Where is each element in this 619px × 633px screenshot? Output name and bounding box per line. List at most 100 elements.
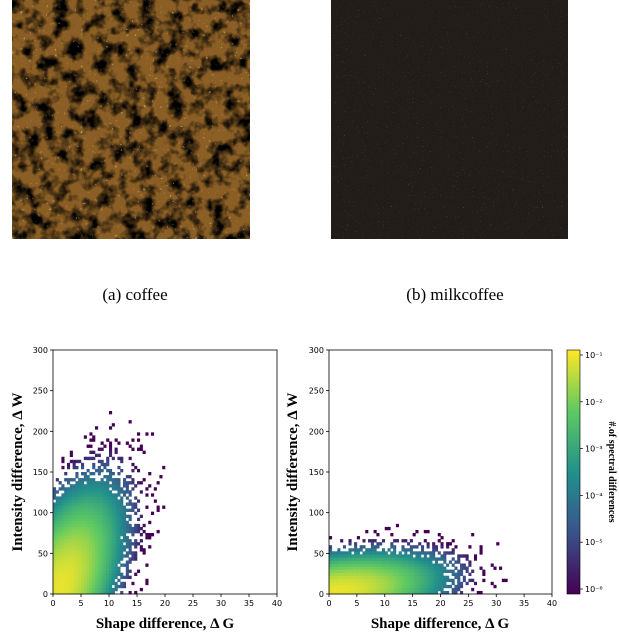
heatmap-cell (329, 578, 333, 583)
heatmap-cell (387, 554, 391, 558)
heatmap-cell (351, 563, 355, 567)
heatmap-cell (114, 539, 118, 543)
heatmap-cell (125, 551, 129, 555)
heatmap-cell (103, 533, 107, 537)
heatmap-cell (354, 566, 358, 570)
heatmap-cell (81, 462, 85, 467)
heatmap-cell (100, 499, 104, 503)
heatmap-cell (420, 587, 425, 592)
heatmap-cell (114, 505, 118, 509)
heatmap-cell (72, 584, 76, 589)
heatmap-cell (426, 563, 430, 567)
heatmap-cell (114, 566, 118, 570)
heatmap-cell (53, 551, 57, 555)
heatmap-cell (131, 481, 135, 485)
heatmap-cell (100, 575, 104, 580)
heatmap-cell (418, 563, 422, 567)
heatmap-cell (354, 581, 358, 586)
heatmap-cell (89, 490, 93, 494)
heatmap-cell (86, 545, 90, 549)
heatmap-cell (329, 584, 333, 589)
heatmap-cell (131, 447, 135, 451)
heatmap-cell (97, 575, 101, 580)
heatmap-cell (145, 563, 149, 567)
heatmap-cell (120, 502, 124, 506)
heatmap-cell (373, 563, 377, 567)
heatmap-cell (496, 542, 500, 546)
heatmap-cell (370, 566, 374, 570)
heatmap-cell (123, 517, 127, 522)
heatmap-cell (55, 578, 59, 583)
heatmap-cell (111, 496, 115, 500)
heatmap-cell (83, 490, 87, 494)
x-axis-title-milkcoffee: Shape difference, Δ G (371, 616, 510, 632)
heatmap-cell (429, 563, 433, 567)
heatmap-cell (55, 575, 59, 580)
heatmap-cell (418, 551, 422, 555)
heatmap-cell (381, 551, 386, 555)
heatmap-cell (362, 539, 366, 543)
heatmap-cell (368, 578, 372, 583)
heatmap-cell (468, 572, 472, 576)
heatmap-cell (78, 542, 82, 546)
heatmap-cell (92, 581, 96, 586)
heatmap-cell (106, 575, 110, 580)
heatmap-cell (92, 557, 96, 561)
heatmap-cell (390, 551, 394, 555)
heatmap-cell (460, 563, 464, 567)
heatmap-cell (100, 508, 104, 512)
heatmap-cell (337, 566, 341, 570)
y-tick-label: 100 (33, 509, 48, 518)
heatmap-cell (106, 468, 110, 473)
heatmap-cell (97, 533, 101, 537)
heatmap-cell (398, 554, 402, 558)
heatmap-cell (86, 557, 90, 561)
heatmap-cell (109, 572, 113, 576)
heatmap-cell (390, 569, 394, 573)
heatmap-cell (61, 542, 65, 546)
heatmap-cell (365, 569, 369, 573)
heatmap-cell (78, 478, 82, 482)
heatmap-cell (329, 560, 333, 564)
heatmap-cell (78, 581, 82, 586)
heatmap-cell (86, 526, 90, 531)
heatmap-cell (97, 545, 101, 549)
heatmap-cell (86, 551, 90, 555)
heatmap-cell (384, 578, 388, 583)
heatmap-cell (69, 499, 73, 503)
heatmap-cell (128, 548, 132, 552)
heatmap-cell (83, 533, 87, 537)
heatmap-cell (437, 533, 441, 537)
heatmap-cell (97, 496, 101, 500)
heatmap-cell (81, 493, 85, 497)
heatmap-cell (97, 581, 101, 586)
heatmap-cell (86, 520, 90, 525)
heatmap-cell (387, 548, 391, 552)
heatmap-cell (395, 539, 399, 543)
heatmap-cell (58, 545, 62, 549)
heatmap-cell (145, 578, 149, 583)
heatmap-cell (407, 563, 411, 567)
heatmap-cell (473, 554, 478, 558)
heatmap-cell (448, 578, 452, 583)
heatmap-cell (114, 438, 118, 442)
heatmap-cell (64, 560, 68, 564)
heatmap-cell (53, 536, 57, 540)
heatmap-cell (78, 517, 82, 522)
heatmap-cell (368, 551, 372, 555)
heatmap-cell (359, 578, 363, 583)
heatmap-cell (55, 523, 59, 528)
heatmap-cell (345, 566, 349, 570)
heatmap-cell (114, 584, 118, 589)
heatmap-cell (409, 551, 413, 555)
heatmap-cell (117, 569, 121, 573)
caption-coffee: (a) coffee (102, 285, 168, 304)
heatmap-cell (53, 517, 57, 522)
heatmap-cell (125, 536, 129, 540)
heatmap-cell (429, 590, 433, 595)
heatmap-cell (100, 514, 104, 519)
heatmap-cell (368, 575, 372, 580)
heatmap-cell (109, 548, 113, 552)
heatmap-cell (103, 578, 107, 583)
heatmap-cell (123, 529, 127, 534)
